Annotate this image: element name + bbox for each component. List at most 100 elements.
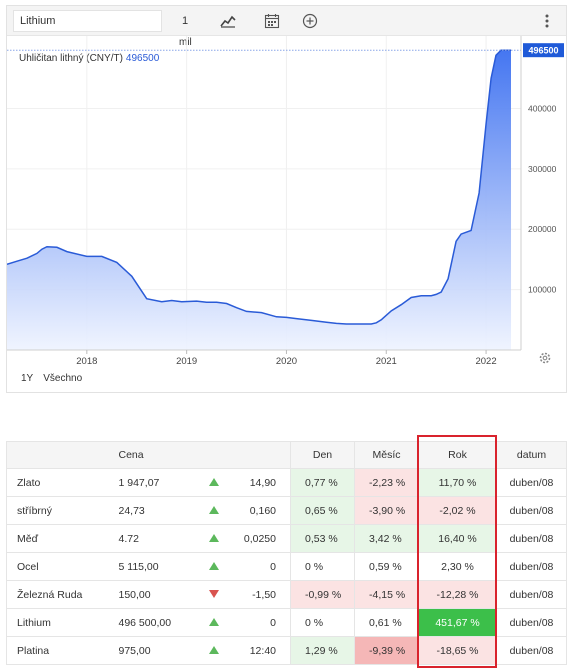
- date-cell: duben/08: [496, 608, 567, 637]
- commodity-name[interactable]: Platina: [6, 636, 111, 665]
- header-price: Cena: [110, 441, 197, 469]
- header-datum[interactable]: datum: [496, 441, 567, 469]
- rok-change: 11,70 %: [418, 468, 497, 497]
- mesic-change: 0,61 %: [354, 608, 419, 637]
- rok-change: 451,67 %: [418, 608, 497, 637]
- price-chart[interactable]: 2018 2019 2020 2021 2022 100000 200000 300000 40…: [7, 6, 566, 366]
- trend-up-icon: [208, 561, 219, 570]
- den-change: 0 %: [290, 552, 355, 581]
- header-rok[interactable]: Rok: [418, 441, 497, 469]
- commodity-name[interactable]: Lithium: [6, 608, 111, 637]
- trend-down-icon: [208, 589, 219, 598]
- trend-indicator: [196, 468, 231, 497]
- date-cell: duben/08: [496, 552, 567, 581]
- den-change: 0,53 %: [290, 524, 355, 553]
- more-menu-icon[interactable]: [542, 12, 552, 30]
- trend-indicator: [196, 496, 231, 525]
- date-cell: duben/08: [496, 580, 567, 609]
- rok-change: 16,40 %: [418, 524, 497, 553]
- commodity-name[interactable]: Ocel: [6, 552, 111, 581]
- commodity-name[interactable]: Železná Ruda: [6, 580, 111, 609]
- y-tick-label: 300000: [528, 164, 557, 174]
- commodity-table: Cena Den Měsíc Rok datum Zlato 1 947,07 14…: [6, 441, 567, 665]
- series-area: [7, 50, 512, 350]
- header-mesic[interactable]: Měsíc: [354, 441, 419, 469]
- rok-change: -2,02 %: [418, 496, 497, 525]
- period-unit: mil: [179, 37, 192, 48]
- header-name: [6, 441, 111, 469]
- chart-type-icon[interactable]: [219, 12, 237, 30]
- y-tick-label: 200000: [528, 224, 557, 234]
- y-tick-label: 400000: [528, 103, 557, 113]
- last-value-label: 496500: [528, 46, 558, 56]
- table-row[interactable]: Lithium 496 500,00 0 0 % 0,61 % 451,67 % duben…: [6, 608, 567, 637]
- table-row[interactable]: Zlato 1 947,07 14,90 0,77 % -2,23 % 11,70 % du…: [6, 468, 567, 497]
- trend-up-icon: [208, 645, 219, 654]
- series-line: [7, 49, 511, 325]
- commodity-price: 975,00: [110, 636, 197, 665]
- rok-change: 2,30 %: [418, 552, 497, 581]
- series-label: Uhličitan lithný (CNY/T) 496500: [19, 53, 159, 64]
- commodity-name[interactable]: Měď: [6, 524, 111, 553]
- table-row[interactable]: Měď 4.72 0,0250 0,53 % 3,42 % 16,40 % duben/08: [6, 524, 567, 553]
- commodity-price: 4.72: [110, 524, 197, 553]
- trend-up-icon: [208, 477, 219, 486]
- trend-up-icon: [208, 533, 219, 542]
- den-change: 0,77 %: [290, 468, 355, 497]
- calendar-icon[interactable]: [263, 12, 281, 30]
- mesic-change: -2,23 %: [354, 468, 419, 497]
- commodity-name[interactable]: stříbrný: [6, 496, 111, 525]
- commodity-price: 1 947,07: [110, 468, 197, 497]
- rok-change: -18,65 %: [418, 636, 497, 665]
- date-cell: duben/08: [496, 524, 567, 553]
- x-tick-label: 2018: [76, 356, 97, 366]
- table-row[interactable]: Železná Ruda 150,00 -1,50 -0,99 % -4,15 % -12…: [6, 580, 567, 609]
- price-change: 14,90: [230, 468, 291, 497]
- y-tick-label: 100000: [528, 285, 557, 295]
- price-change: -1,50: [230, 580, 291, 609]
- x-tick-label: 2022: [475, 356, 496, 366]
- price-change: 0: [230, 608, 291, 637]
- table-row[interactable]: Ocel 5 115,00 0 0 % 0,59 % 2,30 % duben/08: [6, 552, 567, 581]
- period-value[interactable]: 1: [182, 15, 189, 27]
- den-change: 0,65 %: [290, 496, 355, 525]
- mesic-change: 0,59 %: [354, 552, 419, 581]
- price-change: 0,160: [230, 496, 291, 525]
- price-change: 12:40: [230, 636, 291, 665]
- commodity-name[interactable]: Zlato: [6, 468, 111, 497]
- symbol-input[interactable]: Lithium: [13, 10, 162, 32]
- header-den[interactable]: Den: [290, 441, 355, 469]
- price-change: 0: [230, 552, 291, 581]
- compare-icon[interactable]: [301, 12, 319, 30]
- date-cell: duben/08: [496, 636, 567, 665]
- series-current-value: 496500: [125, 53, 160, 64]
- trend-indicator: [196, 524, 231, 553]
- price-change: 0,0250: [230, 524, 291, 553]
- table-row[interactable]: Platina 975,00 12:40 1,29 % -9,39 % -18,65 % d…: [6, 636, 567, 665]
- x-tick-label: 2021: [376, 356, 397, 366]
- den-change: 1,29 %: [290, 636, 355, 665]
- x-tick-label: 2020: [276, 356, 297, 366]
- settings-icon[interactable]: [538, 351, 552, 365]
- header-arrow: [196, 441, 231, 469]
- commodity-price: 24,73: [110, 496, 197, 525]
- trend-up-icon: [208, 617, 219, 626]
- den-change: -0,99 %: [290, 580, 355, 609]
- range-1y-button[interactable]: 1Y: [21, 373, 34, 384]
- commodity-price: 496 500,00: [110, 608, 197, 637]
- mesic-change: -3,90 %: [354, 496, 419, 525]
- chart-toolbar: Lithium 1: [7, 6, 566, 36]
- table-row[interactable]: stříbrný 24,73 0,160 0,65 % -3,90 % -2,02 % du…: [6, 496, 567, 525]
- date-cell: duben/08: [496, 468, 567, 497]
- commodity-price: 150,00: [110, 580, 197, 609]
- series-name: Uhličitan lithný (CNY/T): [19, 53, 123, 64]
- mesic-change: 3,42 %: [354, 524, 419, 553]
- trend-indicator: [196, 580, 231, 609]
- range-all-button[interactable]: Všechno: [43, 373, 83, 384]
- trend-up-icon: [208, 505, 219, 514]
- mesic-change: -4,15 %: [354, 580, 419, 609]
- trend-indicator: [196, 608, 231, 637]
- date-cell: duben/08: [496, 496, 567, 525]
- den-change: 0 %: [290, 608, 355, 637]
- last-value-badge: [523, 43, 564, 58]
